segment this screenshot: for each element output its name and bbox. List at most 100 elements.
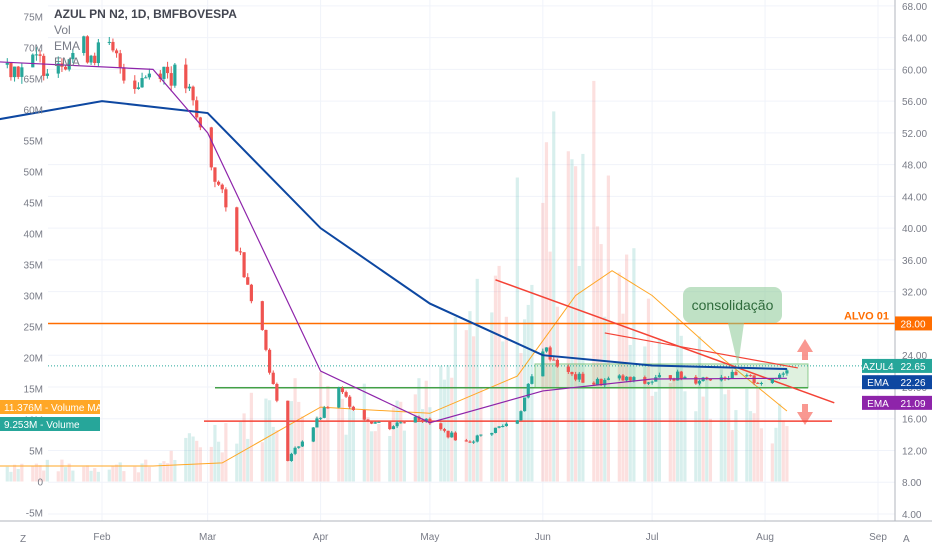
price-tick-label: 16.00 xyxy=(902,415,927,426)
volume-bar xyxy=(770,443,774,482)
candle-body xyxy=(501,426,505,428)
volume-bar xyxy=(446,365,450,482)
candle-body xyxy=(289,453,294,461)
candle-body xyxy=(417,416,421,420)
timezone-toggle[interactable]: Z xyxy=(20,534,27,545)
volume-bar xyxy=(701,396,705,482)
candle-body xyxy=(574,374,578,380)
volume-bar xyxy=(377,423,381,482)
candle-body xyxy=(12,66,17,78)
candle-body xyxy=(191,86,195,101)
time-tick-label: Aug xyxy=(756,532,774,543)
volume-tick-label: 60M xyxy=(24,106,43,117)
volume-bar xyxy=(5,466,9,482)
volume-bar xyxy=(628,344,632,482)
candle-body xyxy=(468,441,472,443)
volume-tick-label: 45M xyxy=(24,199,43,210)
candle-body xyxy=(9,62,13,78)
price-tick-label: 52.00 xyxy=(902,129,927,140)
volume-tick-label: 0 xyxy=(37,478,43,489)
volume-bar xyxy=(31,466,35,482)
candle-body xyxy=(388,421,392,430)
time-tick-label: May xyxy=(420,532,439,543)
volume-bar xyxy=(650,395,654,482)
volume-bar xyxy=(293,378,297,482)
volume-tag-text: 9.253M - Volume xyxy=(4,420,80,431)
up-arrow-marker xyxy=(797,339,813,360)
volume-bar xyxy=(424,380,428,482)
candle-body xyxy=(16,66,20,77)
candle-body xyxy=(144,77,148,79)
volume-tick-label: 75M xyxy=(24,13,43,24)
ema-fast-tag-name: EMA xyxy=(867,399,889,410)
legend-row-ema-fast[interactable]: EMA xyxy=(54,55,81,69)
volume-bar xyxy=(213,424,217,482)
volume-bar xyxy=(271,426,275,482)
candle-body xyxy=(442,429,447,431)
candle-body xyxy=(322,407,326,418)
candle-body xyxy=(169,73,173,86)
volume-bar xyxy=(413,394,417,482)
volume-bar xyxy=(683,391,687,482)
price-tick-label: 8.00 xyxy=(902,478,922,489)
candle-body xyxy=(646,382,651,384)
price-tick-label: 40.00 xyxy=(902,224,927,235)
volume-bar xyxy=(111,466,115,482)
candle-body xyxy=(778,374,782,379)
volume-bar xyxy=(133,466,137,482)
candle-body xyxy=(286,400,290,461)
candle-body xyxy=(235,207,239,252)
volume-ma-tag-text: 11.376M - Volume MA xyxy=(4,403,103,414)
candle-body xyxy=(759,382,764,384)
candle-body xyxy=(413,416,417,423)
volume-bar xyxy=(599,244,603,482)
volume-bar xyxy=(453,316,457,482)
candle-body xyxy=(530,376,534,384)
candle-body xyxy=(373,422,377,424)
candle-body xyxy=(745,375,749,377)
legend-row-volume[interactable]: Vol xyxy=(54,23,71,37)
candle-body xyxy=(752,375,756,383)
candle-body xyxy=(748,375,753,377)
volume-bar xyxy=(147,466,151,482)
ema-fast-tag-value: 21.09 xyxy=(900,399,925,410)
candle-body xyxy=(377,421,381,423)
candle-body xyxy=(595,378,600,385)
volume-bar xyxy=(315,416,319,482)
volume-bar xyxy=(311,430,315,482)
volume-bar xyxy=(67,463,71,482)
candle-body xyxy=(140,78,144,88)
legend-row-ema-slow[interactable]: EMA xyxy=(54,39,81,53)
candle-body xyxy=(453,432,457,441)
candle-body xyxy=(318,417,323,419)
volume-bar xyxy=(326,385,330,482)
volume-bar xyxy=(71,470,75,482)
volume-tick-label: 40M xyxy=(24,230,43,241)
volume-bar xyxy=(730,430,734,482)
auto-scale-toggle[interactable]: A xyxy=(903,534,910,545)
volume-bar xyxy=(297,401,301,482)
volume-bar xyxy=(235,443,239,482)
candle-body xyxy=(216,181,221,185)
volume-bar xyxy=(12,464,17,482)
volume-bar xyxy=(421,409,425,482)
candle-body xyxy=(621,375,625,381)
candle-body xyxy=(679,371,683,379)
candle-body xyxy=(300,441,304,447)
chart-legend: AZUL PN N2, 1D, BMFBOVESPA Vol EMA EMA xyxy=(54,6,237,70)
volume-bar xyxy=(752,413,756,482)
volume-bar xyxy=(475,278,479,482)
candle-body xyxy=(523,397,527,412)
candle-body xyxy=(705,377,709,379)
candle-body xyxy=(472,441,476,443)
candle-body xyxy=(246,277,250,285)
candle-body xyxy=(548,347,552,360)
volume-bar xyxy=(373,431,377,482)
volume-bar xyxy=(242,413,246,482)
candle-body xyxy=(337,388,341,408)
candle-body xyxy=(515,420,519,424)
candle-body xyxy=(96,42,100,64)
price-tick-label: 44.00 xyxy=(902,192,927,203)
